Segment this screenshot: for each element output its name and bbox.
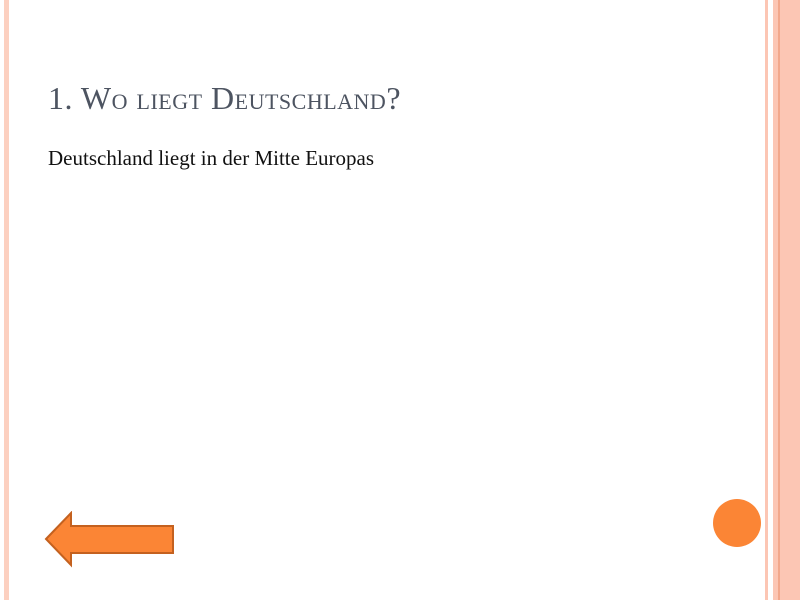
slide-title: 1. Wo liegt Deutschland? xyxy=(48,80,402,116)
circle-button-icon[interactable] xyxy=(713,499,761,547)
back-arrow-button[interactable] xyxy=(44,511,178,569)
right-decorative-line xyxy=(778,0,780,600)
right-decorative-stripe xyxy=(765,0,768,600)
right-decorative-band xyxy=(773,0,800,600)
slide-body-text: Deutschland liegt in der Mitte Europas xyxy=(48,146,375,170)
arrow-left-icon[interactable] xyxy=(44,511,174,568)
left-decorative-stripe xyxy=(4,0,9,600)
